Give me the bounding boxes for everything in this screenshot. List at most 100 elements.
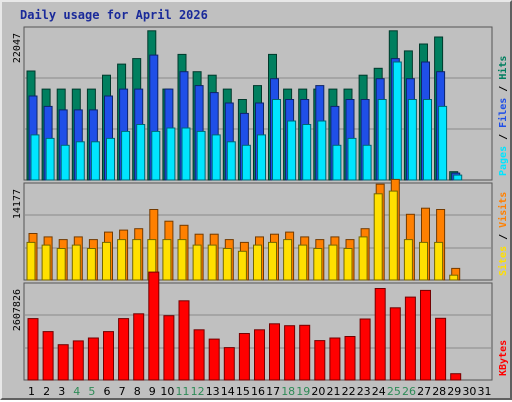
x-tick-label: 30 [462,385,476,398]
x-tick-label: 6 [104,385,111,398]
x-tick-label: 9 [149,385,156,398]
bar-kbytes-day-12 [193,329,205,381]
x-tick-label: 31 [478,385,492,398]
bar-pages-day-17 [272,99,281,181]
bar-pages-day-11 [181,127,191,181]
legend-entry: Files [497,98,509,128]
x-tick-label: 22 [342,385,356,398]
bar-pages-day-29 [453,174,463,181]
bar-sites-day-26 [403,239,413,281]
bar-sites-day-6 [102,241,111,281]
y-max-tick-label: 2607826 [12,289,23,331]
x-tick-label: 19 [296,385,310,398]
bar-kbytes-day-25 [389,307,401,381]
bar-sites-day-24 [373,193,383,281]
bar-sites-day-17 [268,241,277,281]
x-tick-label: 18 [281,385,295,398]
bar-pages-day-26 [407,99,417,181]
bar-pages-day-15 [241,144,251,181]
bar-pages-day-18 [287,120,297,181]
x-tick-label: 20 [311,385,325,398]
bar-kbytes-day-5 [87,337,99,381]
bar-sites-day-15 [237,250,247,281]
bar-kbytes-day-1 [27,318,39,381]
bar-sites-day-23 [358,236,368,281]
bar-kbytes-day-17 [269,323,280,381]
bar-pages-day-27 [423,99,432,181]
bar-sites-day-12 [192,244,202,281]
x-tick-label: 8 [134,385,141,398]
bar-sites-day-13 [207,244,217,281]
legend-entry: Sites [497,246,509,276]
legend-label: Sites / Visits [497,192,509,276]
bar-kbytes-day-2 [42,331,54,381]
bar-pages-day-4 [75,141,85,181]
bar-kbytes-day-11 [178,300,190,381]
bar-kbytes-day-23 [359,318,371,381]
bar-kbytes-day-27 [420,289,431,381]
bar-sites-day-11 [177,239,187,281]
bar-kbytes-day-21 [329,337,341,381]
bar-pages-day-21 [332,144,342,181]
x-tick-label: 2 [43,385,50,398]
bar-kbytes-day-16 [254,329,265,381]
bar-kbytes-day-14 [223,347,235,381]
x-tick-label: 27 [417,385,431,398]
x-tick-label: 3 [58,385,65,398]
legend-label: Pages / Files / Hits [497,56,509,176]
bar-sites-day-1 [26,241,36,281]
x-tick-label: 16 [251,385,265,398]
x-tick-label: 13 [206,385,220,398]
bar-kbytes-day-19 [299,324,311,381]
legend-separator: / [498,80,509,98]
bar-pages-day-25 [392,61,402,181]
bar-kbytes-day-22 [344,336,356,381]
bar-sites-day-29 [449,274,459,281]
x-tick-label: 28 [432,385,446,398]
bar-kbytes-day-3 [57,344,69,381]
bar-sites-day-27 [419,241,428,281]
x-tick-label: 26 [402,385,416,398]
x-tick-label: 1 [28,385,35,398]
bar-pages-day-12 [196,130,206,181]
bar-pages-day-28 [438,105,448,181]
bar-sites-day-18 [283,239,293,281]
bar-sites-day-21 [328,244,338,281]
bar-kbytes-day-9 [148,271,160,381]
x-tick-label: 29 [447,385,461,398]
x-tick-label: 21 [327,385,341,398]
bar-pages-day-10 [166,127,176,181]
bar-kbytes-day-29 [450,373,462,381]
bar-sites-day-10 [162,239,172,281]
bar-sites-day-4 [71,244,81,281]
bar-sites-day-25 [388,190,398,281]
bar-pages-day-20 [317,120,327,181]
bar-pages-day-6 [106,137,115,181]
chart-title: Daily usage for April 2026 [20,8,208,22]
bar-pages-day-5 [90,141,100,181]
bar-pages-day-8 [136,124,146,181]
bar-pages-day-19 [302,124,312,181]
bar-pages-day-9 [151,130,161,181]
bar-pages-day-22 [347,137,357,181]
bar-sites-day-16 [253,244,262,281]
legend-entry: Pages [498,146,509,176]
bar-kbytes-day-26 [404,296,416,381]
bar-sites-day-2 [41,244,51,281]
bar-pages-day-1 [30,134,40,181]
bar-kbytes-day-18 [284,325,296,381]
legend-separator: / [498,228,509,246]
bar-kbytes-day-15 [238,333,250,381]
bar-pages-day-14 [226,141,236,181]
legend-label: KBytes [498,340,509,376]
bar-kbytes-day-8 [133,313,145,381]
bar-pages-day-7 [121,130,131,181]
bar-pages-day-3 [60,144,70,181]
bar-pages-day-16 [257,134,266,181]
bar-sites-day-22 [343,248,353,281]
x-tick-label: 17 [266,385,280,398]
x-tick-label: 11 [176,385,190,398]
bar-pages-day-24 [377,99,387,181]
